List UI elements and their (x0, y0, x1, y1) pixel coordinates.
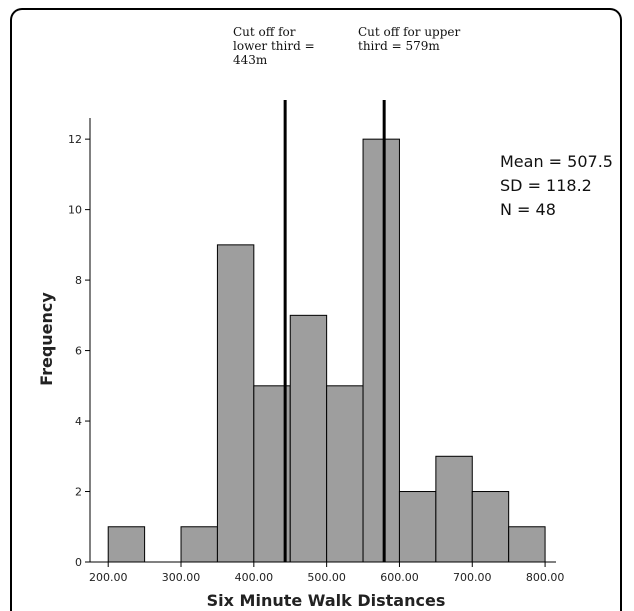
y-axis-title: Frequency (37, 292, 56, 386)
x-tick-label: 600.00 (380, 571, 419, 584)
stats-text: SD = 118.2 (500, 176, 592, 195)
stats-text: Mean = 507.5 (500, 152, 613, 171)
histogram-bar (326, 385, 364, 563)
x-tick-label: 200.00 (89, 571, 128, 584)
y-tick-label: 12 (68, 133, 82, 146)
x-tick-label: 300.00 (162, 571, 201, 584)
histogram-bar (398, 491, 437, 563)
y-tick-label: 8 (75, 274, 82, 287)
histogram-bar (362, 138, 400, 563)
y-tick-label: 10 (68, 204, 82, 217)
x-tick-label: 800.00 (526, 571, 565, 584)
histogram-bar (107, 526, 146, 563)
cutoff-lines (283, 100, 386, 562)
cutoff-annotation: Cut off for (233, 25, 296, 39)
histogram-bar (180, 526, 218, 563)
cutoff-annotation: lower third = (233, 39, 315, 53)
histogram-bars (107, 138, 546, 563)
y-tick-label: 6 (75, 345, 82, 358)
y-tick-label: 0 (75, 556, 82, 569)
histogram-bar (435, 455, 473, 563)
x-axis-title: Six Minute Walk Distances (207, 591, 446, 610)
x-tick-label: 700.00 (453, 571, 492, 584)
chart-axes: 0 2 4 6 8 10 12 200.00 300.00 400.00 500.00 600.00 7… (68, 118, 564, 584)
histogram-bar (289, 314, 328, 563)
y-tick-label: 2 (75, 486, 82, 499)
stats-text: N = 48 (500, 200, 556, 219)
histogram-bar (508, 526, 546, 563)
y-tick-label: 4 (75, 415, 82, 428)
x-tick-label: 500.00 (307, 571, 346, 584)
cutoff-annotation: Cut off for upper (358, 25, 461, 39)
cutoff-annotation: third = 579m (358, 39, 440, 53)
histogram-bar (216, 244, 255, 563)
histogram-bar (471, 491, 510, 563)
cutoff-annotation: 443m (233, 53, 268, 67)
x-tick-label: 400.00 (235, 571, 274, 584)
